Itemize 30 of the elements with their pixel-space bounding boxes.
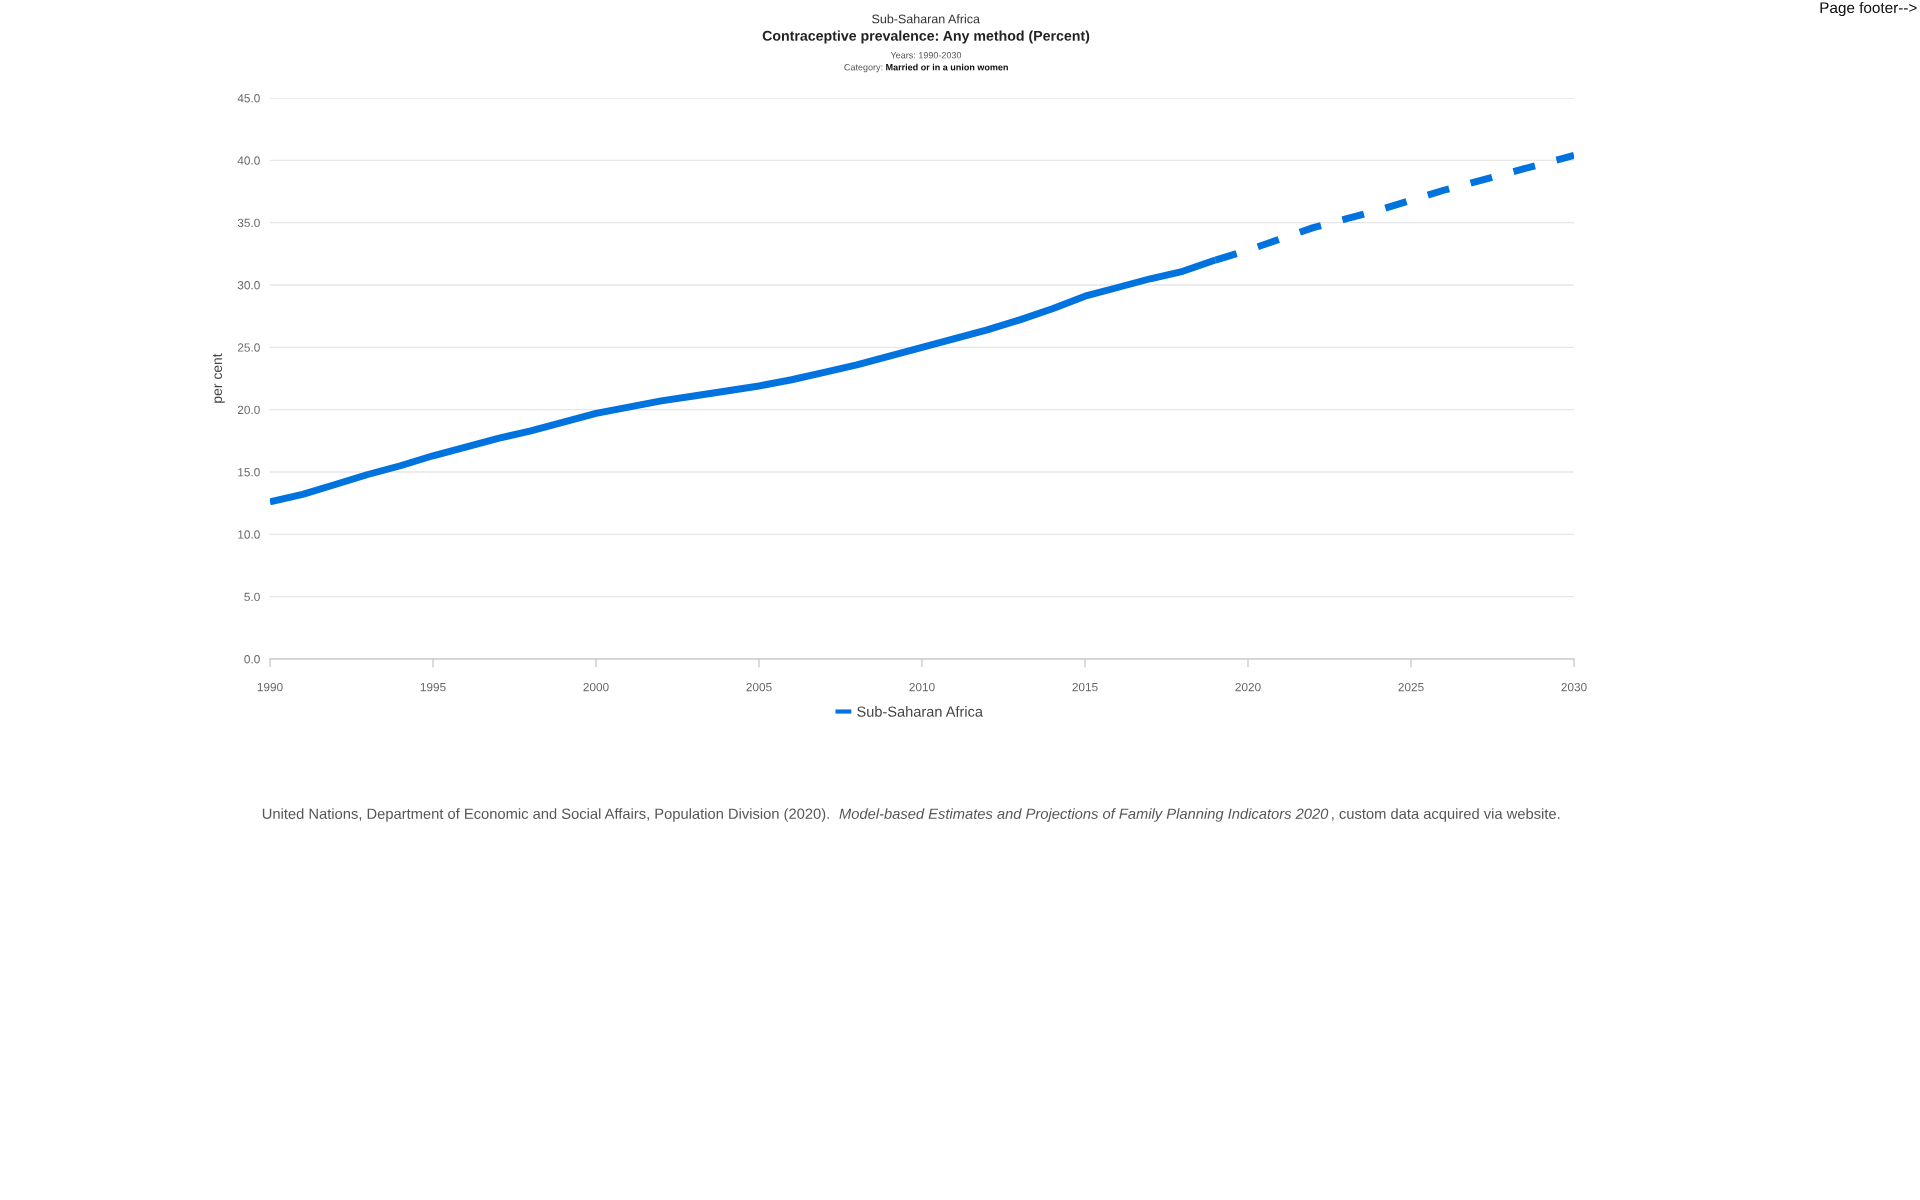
text: Married or in a union women: [886, 63, 1008, 71]
text: Page footer-->: [1820, 1, 1917, 17]
y-tick-label: 5.0: [244, 592, 260, 602]
text: Sub-Saharan Africa: [872, 14, 980, 24]
chart-subtitle: Years: 1990-2030: [890, 52, 962, 59]
x-tick-label: 2025: [1398, 682, 1424, 692]
text: , custom data acquired via website.: [1332, 808, 1560, 822]
x-tick-label: 2005: [746, 682, 772, 692]
y-tick-label: 15.0: [238, 468, 260, 477]
legend-label: Sub-Saharan Africa: [857, 706, 983, 717]
y-axis-title: per cent: [212, 353, 225, 403]
text: Category:: [844, 64, 883, 73]
x-tick-label: 2000: [583, 682, 609, 692]
x-tick-label: 1995: [420, 682, 446, 692]
y-tick-label: 40.0: [237, 156, 260, 165]
y-tick-label: 20.0: [237, 405, 260, 415]
x-tick-label: 2030: [1561, 682, 1587, 692]
x-tick-label: 1990: [257, 682, 283, 692]
text: Model-based Estimates and Projections of Family Planning Indicators 2020: [839, 808, 1329, 822]
y-tick-label: 30.0: [237, 281, 260, 290]
chart-title: Contraceptive prevalence: Any method (Percent): [762, 30, 1090, 44]
y-tick-label: 35.0: [237, 218, 260, 228]
y-tick-label: 0.0: [244, 655, 260, 664]
y-tick-label: 25.0: [237, 343, 260, 352]
text: United Nations, Department of Economic and Social Affairs, Population Division (2020).: [262, 808, 829, 822]
x-tick-label: 2020: [1235, 682, 1261, 692]
y-tick-label: 45.0: [237, 94, 260, 103]
y-tick-label: 10.0: [238, 530, 260, 539]
x-tick-label: 2015: [1072, 682, 1098, 692]
x-tick-label: 2010: [909, 682, 935, 692]
